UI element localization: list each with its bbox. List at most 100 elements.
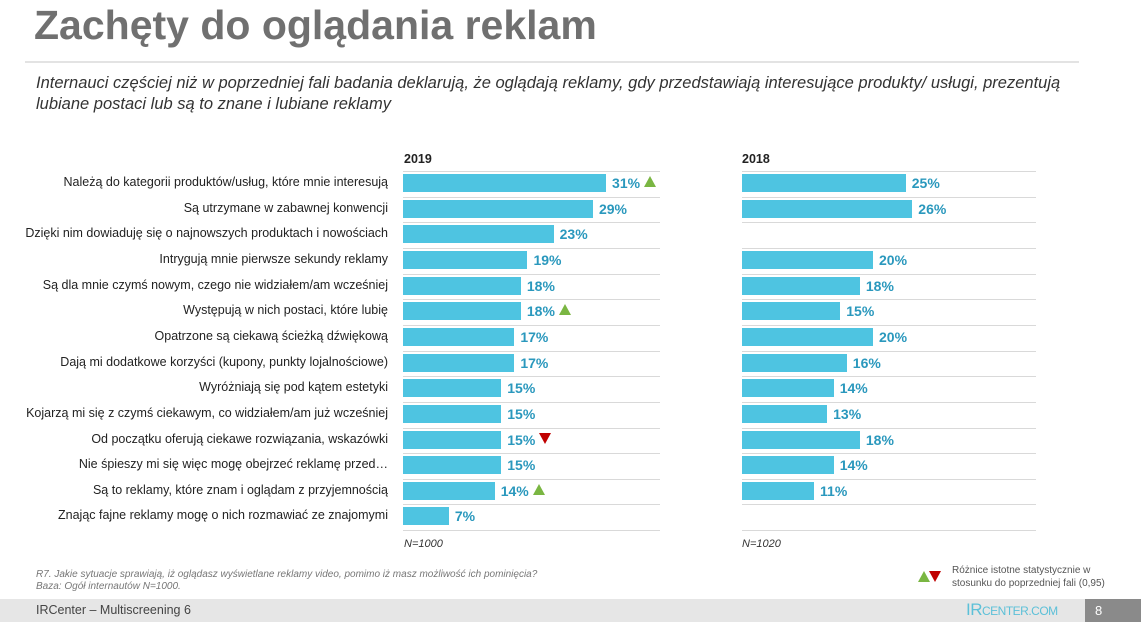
gridline [403,350,660,352]
gridline [742,530,1036,532]
logo: IRCENTER.COM [966,600,1058,619]
gridline [403,222,660,224]
bar-2019 [403,225,554,244]
bar-2019 [403,250,528,269]
bar-2018 [742,481,815,500]
gridline [742,196,1036,198]
gridline [742,350,1036,352]
bar-2019 [403,404,502,423]
gridline [403,401,660,403]
gridline [742,273,1036,275]
bar-2019 [403,507,449,526]
value-label-2018: 14% [839,380,868,397]
bar-2019 [403,379,502,398]
series-header-2019: 2019 [404,152,432,166]
category-label: Są dla mnie czymś nowym, czego nie widzi… [42,277,388,292]
category-label: Nie śpieszy mi się więc mogę obejrzeć re… [78,457,388,472]
gridline [742,222,1036,224]
category-label: Od początku oferują ciekawe rozwiązania,… [91,431,388,446]
subtitle: Internauci częściej niż w poprzedniej fa… [36,74,1061,113]
gridline [403,324,660,326]
gridline [403,453,660,455]
bar-2019 [403,276,521,295]
bar-2018 [742,456,834,475]
gridline [742,376,1036,378]
question-note: R7. Jakie sytuacje sprawiają, iż oglądas… [36,569,538,580]
value-label-2019: 15% [507,380,536,397]
bar-2018 [742,379,834,398]
significance-up-icon [532,483,545,495]
category-label: Są utrzymane w zabawnej konwencji [183,200,388,215]
bar-2018 [742,276,860,295]
bar-2018 [742,353,847,372]
gridline [403,196,660,198]
value-label-2018: 11% [820,482,848,499]
value-label-2019: 15% [507,405,536,422]
gridline [403,530,660,532]
divider [25,61,1079,63]
footer-bar [0,599,1141,622]
gridline [403,376,660,378]
value-label-2019: 17% [520,354,549,371]
page-number: 8 [1085,599,1141,622]
value-label-2019: 14% [500,482,529,499]
value-label-2018: 20% [879,251,908,268]
value-label-2019: 29% [598,200,627,217]
significance-down-icon [539,432,552,444]
value-label-2018: 26% [918,200,947,217]
category-label: Należą do kategorii produktów/usług, któ… [63,175,388,189]
sample-size-2019: N=1000 [404,538,443,550]
bar-2019 [403,302,521,321]
bar-2018 [742,327,873,346]
page-title: Zachęty do oglądania reklam [34,2,597,48]
bar-2019 [403,327,515,346]
gridline [742,299,1036,301]
bar-2018 [742,250,873,269]
category-label: Opatrzone są ciekawą ścieżką dźwiękową [154,328,388,343]
value-label-2019: 18% [526,303,555,320]
legend-text-1: Różnice istotne statystycznie w [952,565,1091,576]
bar-2018 [742,302,841,321]
category-label: Wyróżniają się pod kątem estetyki [199,380,388,395]
gridline [742,401,1036,403]
gridline [403,299,660,301]
category-label: Kojarzą mi się z czymś ciekawym, co widz… [26,405,388,420]
value-label-2018: 13% [833,405,862,422]
gridline [742,324,1036,326]
significance-up-icon [644,176,657,187]
series-header-2018: 2018 [742,152,770,166]
legend: Różnice istotne statystycznie w stosunku… [952,564,1105,590]
footnote: R7. Jakie sytuacje sprawiają, iż oglądas… [36,569,537,593]
legend-down-icon [929,571,941,582]
base-note: Baza: Ogół internautów N=1000. [36,581,181,592]
value-label-2018: 20% [879,328,908,345]
value-label-2018: 18% [865,277,894,294]
category-label: Są to reklamy, które znam i oglądam z pr… [92,482,388,497]
gridline [742,171,1036,172]
category-label: Dzięki nim dowiaduję się o najnowszych p… [25,226,388,241]
bar-2019 [403,481,495,500]
category-label: Intrygują mnie pierwsze sekundy reklamy [159,251,388,266]
bar-2019 [403,353,515,372]
gridline [403,427,660,429]
category-label: Dają mi dodatkowe korzyści (kupony, punk… [60,354,388,369]
gridline [403,478,660,480]
bar-2019 [403,174,607,192]
value-label-2018: 25% [911,175,940,191]
value-label-2019: 23% [559,226,588,243]
bar-2019 [403,199,593,218]
bar-2019 [403,430,502,449]
value-label-2019: 31% [612,175,641,191]
gridline [403,247,660,249]
legend-text-2: stosunku do poprzedniej fali (0,95) [952,578,1105,589]
value-label-2018: 15% [846,303,875,320]
gridline [742,478,1036,480]
footer-text: IRCenter – Multiscreening 6 [36,603,191,617]
value-label-2019: 7% [454,508,476,525]
gridline [403,273,660,275]
bar-2018 [742,404,828,423]
gridline [742,247,1036,249]
gridline [742,504,1036,506]
sample-size-2018: N=1020 [742,538,781,550]
